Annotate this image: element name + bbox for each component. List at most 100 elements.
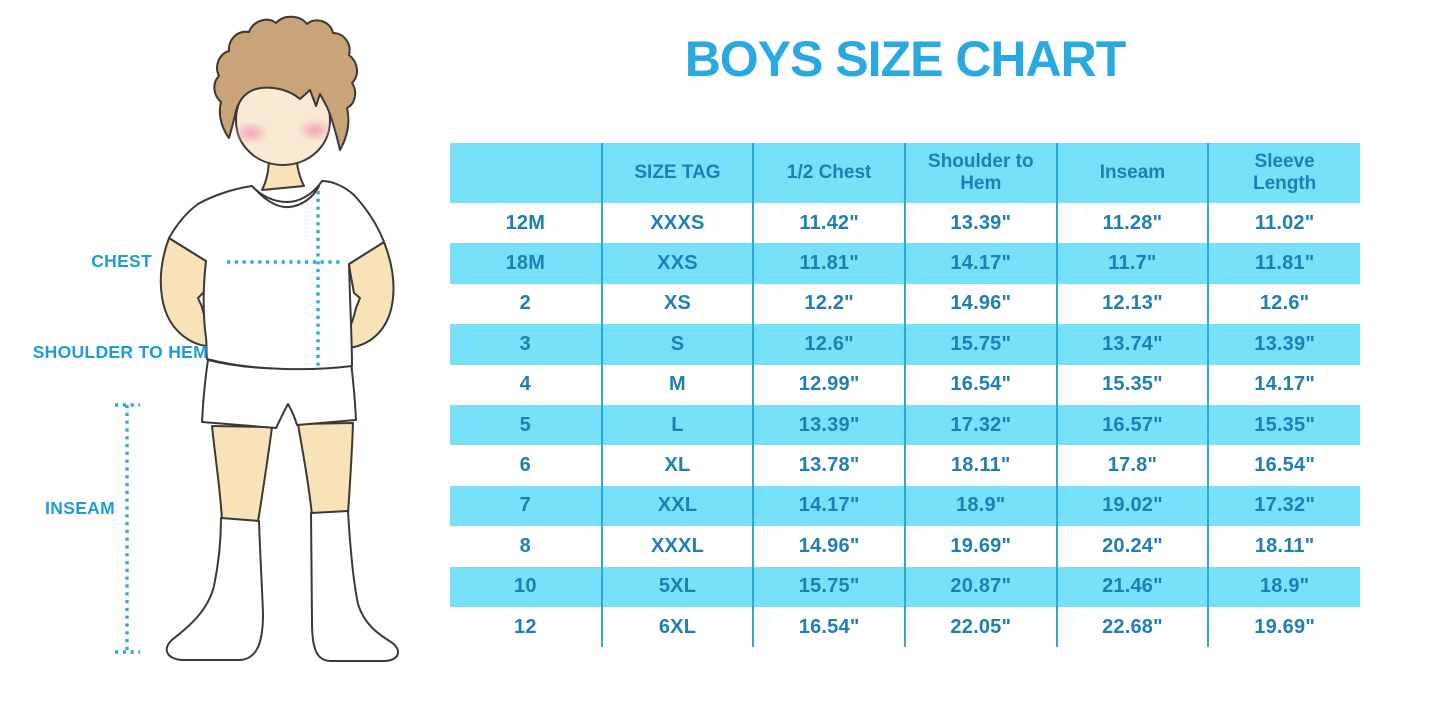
cell-shoulder-to-hem: 19.69" — [903, 526, 1057, 567]
boy-left-leg — [211, 425, 273, 523]
cell-sleeve-length: 13.39" — [1207, 324, 1360, 365]
cell-size: 7 — [450, 485, 602, 527]
boy-right-leg — [297, 422, 354, 517]
cell-half-chest: 12.6" — [752, 324, 905, 365]
cell-size-tag: XXL — [600, 485, 754, 527]
boy-shorts — [201, 359, 357, 429]
page-title: BOYS SIZE CHART — [684, 31, 1127, 87]
cell-sleeve-length: 11.02" — [1207, 203, 1360, 244]
cell-half-chest: 13.78" — [752, 445, 905, 486]
col-header-size-tag: SIZE TAG — [600, 143, 754, 203]
cell-sleeve-length: 18.11" — [1207, 526, 1360, 567]
measurement-figure: CHEST SHOULDER TO HEM INSEAM — [0, 0, 450, 723]
cell-shoulder-to-hem: 18.11" — [903, 445, 1057, 486]
cell-half-chest: 13.39" — [752, 404, 905, 446]
cell-shoulder-to-hem: 13.39" — [903, 203, 1057, 244]
cell-inseam: 13.74" — [1055, 324, 1209, 365]
cell-size-tag: 6XL — [600, 606, 754, 648]
table-header-row: SIZE TAG 1/2 Chest Shoulder to Hem Insea… — [450, 143, 1360, 203]
boy-shirt — [168, 180, 385, 371]
cell-sleeve-length: 11.81" — [1207, 243, 1360, 284]
shoulder-to-hem-label: SHOULDER TO HEM — [32, 342, 208, 362]
cell-inseam: 21.46" — [1055, 566, 1209, 607]
cell-inseam: 20.24" — [1055, 526, 1209, 567]
cell-half-chest: 16.54" — [752, 606, 905, 648]
cell-inseam: 22.68" — [1055, 606, 1209, 648]
cell-shoulder-to-hem: 22.05" — [903, 606, 1057, 648]
cell-sleeve-length: 12.6" — [1207, 283, 1360, 325]
table-row: 7 XXL 14.17" 18.9" 19.02" 17.32" — [450, 485, 1360, 527]
cell-size-tag: 5XL — [600, 566, 754, 607]
cell-inseam: 17.8" — [1055, 445, 1209, 486]
boy-collar-line — [255, 185, 320, 209]
cell-size-tag: S — [600, 324, 754, 365]
cell-sleeve-length: 17.32" — [1207, 485, 1360, 527]
boy-left-cheek-blush — [233, 121, 269, 145]
cell-shoulder-to-hem: 15.75" — [903, 324, 1057, 365]
boy-right-cheek-blush — [297, 118, 333, 142]
cell-sleeve-length: 14.17" — [1207, 364, 1360, 405]
cell-sleeve-length: 18.9" — [1207, 566, 1360, 607]
cell-shoulder-to-hem: 20.87" — [903, 566, 1057, 607]
cell-shoulder-to-hem: 16.54" — [903, 364, 1057, 405]
boy-left-sock — [165, 517, 264, 661]
cell-sleeve-length: 16.54" — [1207, 445, 1360, 486]
table-row: 8 XXXL 14.96" 19.69" 20.24" 18.11" — [450, 526, 1360, 567]
cell-shoulder-to-hem: 14.17" — [903, 243, 1057, 284]
chest-label: CHEST — [91, 251, 152, 271]
cell-inseam: 15.35" — [1055, 364, 1209, 405]
boy-hair — [213, 15, 358, 151]
cell-inseam: 11.7" — [1055, 243, 1209, 284]
table-row: 5 L 13.39" 17.32" 16.57" 15.35" — [450, 404, 1360, 446]
cell-inseam: 16.57" — [1055, 404, 1209, 446]
cell-inseam: 11.28" — [1055, 203, 1209, 244]
table-row: 3 S 12.6" 15.75" 13.74" 13.39" — [450, 324, 1360, 365]
cell-size-tag: M — [600, 364, 754, 405]
cell-half-chest: 14.17" — [752, 485, 905, 527]
table-row: 12M XXXS 11.42" 13.39" 11.28" 11.02" — [450, 203, 1360, 244]
cell-size-tag: XXXL — [600, 526, 754, 567]
cell-sleeve-length: 15.35" — [1207, 404, 1360, 446]
boy-illustration — [115, 15, 400, 662]
cell-size-tag: XS — [600, 283, 754, 325]
cell-size: 12 — [514, 615, 537, 638]
cell-half-chest: 12.2" — [752, 283, 905, 325]
cell-size-tag: XL — [600, 445, 754, 486]
cell-half-chest: 11.42" — [752, 203, 905, 244]
cell-sleeve-length: 19.69" — [1207, 606, 1360, 648]
table-row: 4 M 12.99" 16.54" 15.35" 14.17" — [450, 364, 1360, 405]
cell-half-chest: 15.75" — [752, 566, 905, 607]
cell-size: 18M — [450, 243, 602, 284]
cell-size: 8 — [519, 534, 531, 557]
table-row: 6 XL 13.78" 18.11" 17.8" 16.54" — [450, 445, 1360, 486]
col-header-shoulder-to-hem: Shoulder to Hem — [903, 143, 1057, 203]
table-row: 2 XS 12.2" 14.96" 12.13" 12.6" — [450, 283, 1360, 325]
table-row: 18M XXS 11.81" 14.17" 11.7" 11.81" — [450, 243, 1360, 284]
table-row: 12 6XL 16.54" 22.05" 22.68" 19.69" — [450, 606, 1360, 648]
cell-size: 10 — [450, 566, 602, 607]
cell-size: 4 — [519, 373, 531, 396]
col-header-half-chest: 1/2 Chest — [752, 143, 905, 203]
col-header-inseam: Inseam — [1055, 143, 1209, 203]
cell-inseam: 19.02" — [1055, 485, 1209, 527]
cell-size: 12M — [505, 211, 546, 234]
cell-size-tag: L — [600, 404, 754, 446]
cell-size: 6 — [519, 454, 531, 477]
cell-half-chest: 12.99" — [752, 364, 905, 405]
cell-size: 3 — [450, 324, 602, 365]
cell-size: 5 — [450, 404, 602, 446]
col-header-blank — [450, 143, 602, 203]
cell-half-chest: 14.96" — [752, 526, 905, 567]
table-row: 10 5XL 15.75" 20.87" 21.46" 18.9" — [450, 566, 1360, 607]
cell-size-tag: XXS — [600, 243, 754, 284]
cell-size-tag: XXXS — [600, 203, 754, 244]
col-header-sleeve-length: Sleeve Length — [1207, 143, 1360, 203]
cell-shoulder-to-hem: 14.96" — [903, 283, 1057, 325]
cell-shoulder-to-hem: 18.9" — [903, 485, 1057, 527]
inseam-label: INSEAM — [45, 498, 115, 518]
cell-size: 2 — [519, 292, 531, 315]
size-table: SIZE TAG 1/2 Chest Shoulder to Hem Insea… — [450, 143, 1360, 648]
cell-half-chest: 11.81" — [752, 243, 905, 284]
cell-inseam: 12.13" — [1055, 283, 1209, 325]
boy-right-sock — [310, 510, 400, 662]
